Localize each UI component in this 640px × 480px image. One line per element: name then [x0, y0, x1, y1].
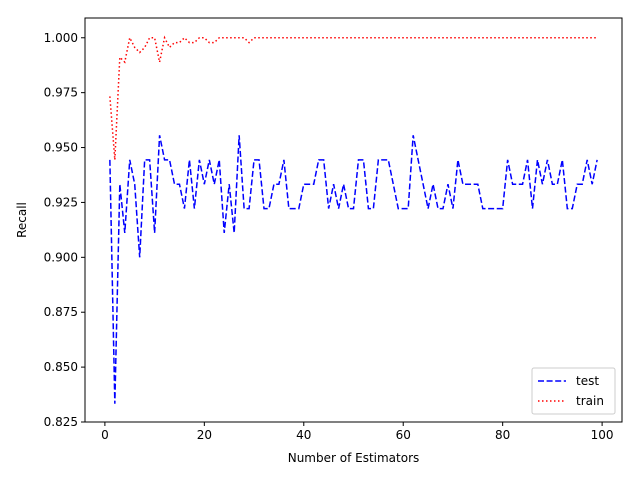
- x-tick-label: 80: [495, 428, 510, 442]
- y-tick-label: 0.875: [44, 305, 78, 319]
- y-tick-label: 0.925: [44, 195, 78, 209]
- x-tick-label: 60: [396, 428, 411, 442]
- x-axis: 0 20 40 60 80 100: [101, 422, 614, 442]
- x-tick-label: 40: [296, 428, 311, 442]
- y-tick-label: 0.900: [44, 250, 78, 264]
- y-tick-label: 0.850: [44, 360, 78, 374]
- plot-frame: [84, 17, 623, 423]
- legend: test train: [531, 367, 616, 415]
- y-tick-label: 0.950: [44, 141, 78, 155]
- series-layer: [109, 35, 598, 404]
- x-tick-label: 0: [101, 428, 109, 442]
- y-tick-label: 0.825: [44, 415, 78, 429]
- legend-test-label: test: [576, 374, 599, 388]
- y-axis-label: Recall: [15, 202, 29, 238]
- x-tick-label: 20: [197, 428, 212, 442]
- y-axis: 0.825 0.850 0.875 0.900 0.925 0.950 0.975 1.000: [44, 31, 85, 429]
- y-tick-label: 1.000: [44, 31, 78, 45]
- series-test-line: [109, 135, 598, 404]
- legend-box: [531, 367, 616, 415]
- y-tick-label: 0.975: [44, 86, 78, 100]
- legend-train-label: train: [576, 394, 604, 408]
- x-tick-label: 100: [591, 428, 614, 442]
- x-axis-label: Number of Estimators: [288, 451, 420, 465]
